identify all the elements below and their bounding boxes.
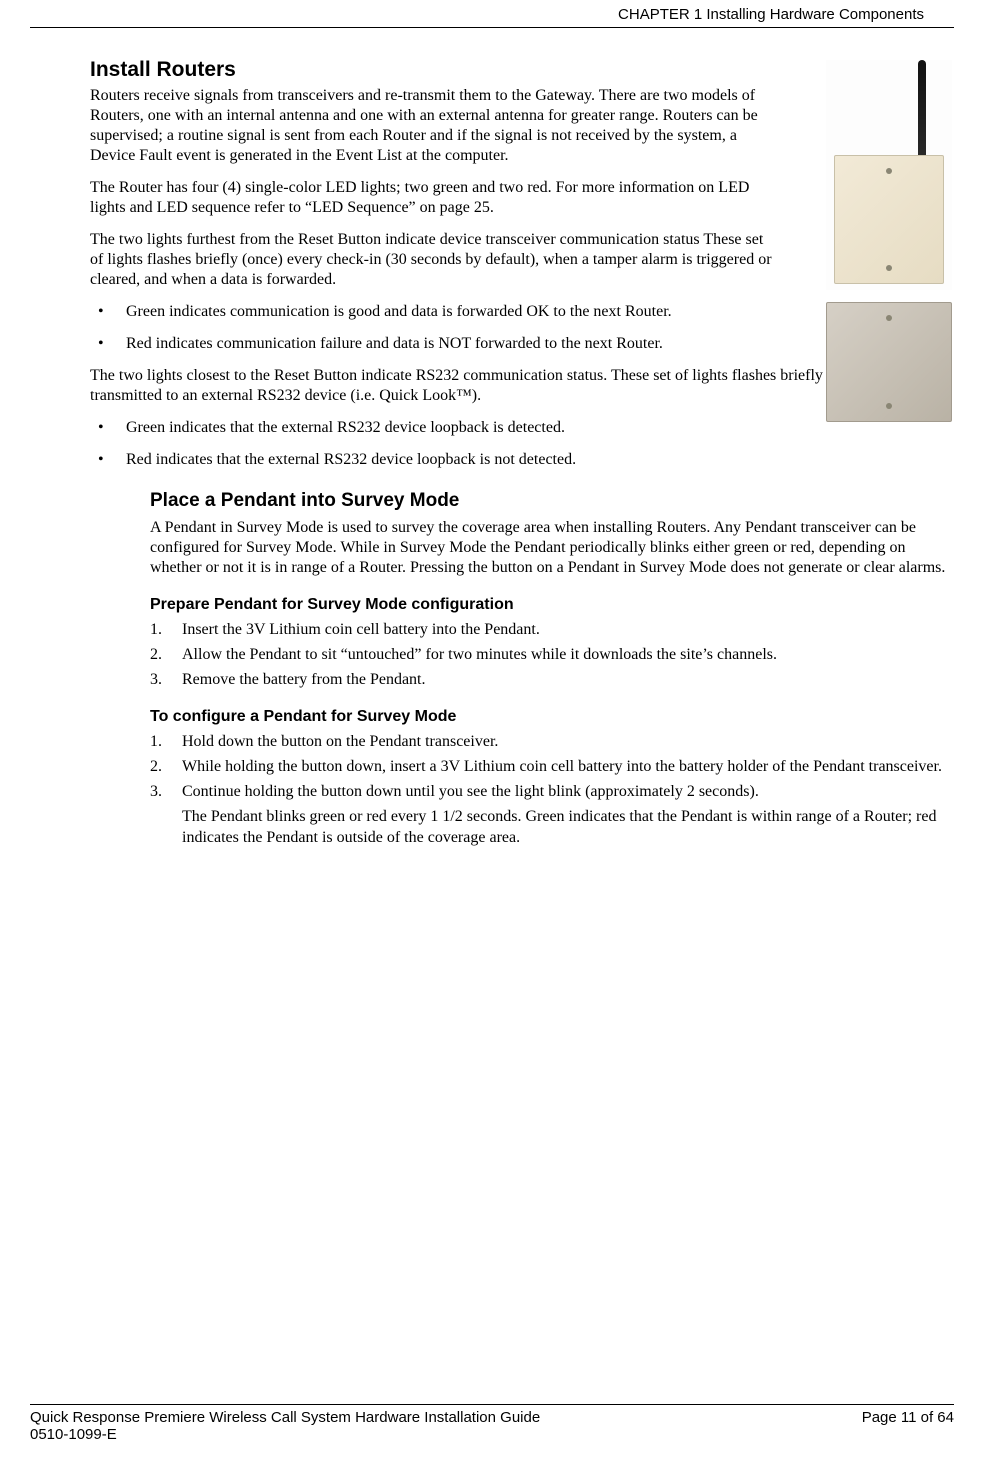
list-item: Red indicates that the external RS232 de… bbox=[90, 450, 954, 470]
procedure-title: Prepare Pendant for Survey Mode configur… bbox=[150, 596, 954, 614]
paragraph: The two lights furthest from the Reset B… bbox=[90, 230, 954, 290]
list-item: Green indicates communication is good an… bbox=[90, 302, 774, 322]
footer-guide-title: Quick Response Premiere Wireless Call Sy… bbox=[30, 1409, 540, 1426]
numbered-list: 1.Insert the 3V Lithium coin cell batter… bbox=[150, 620, 954, 690]
chapter-label: CHAPTER 1 Installing Hardware Components bbox=[618, 6, 924, 23]
router-images bbox=[826, 60, 952, 422]
list-item: 3.Remove the battery from the Pendant. bbox=[150, 670, 954, 691]
router-internal-antenna-image bbox=[826, 302, 952, 422]
list-item: 1.Hold down the button on the Pendant tr… bbox=[150, 732, 954, 753]
paragraph: Routers receive signals from transceiver… bbox=[90, 86, 954, 166]
list-item: 2.While holding the button down, insert … bbox=[150, 757, 954, 778]
list-item: 1.Insert the 3V Lithium coin cell batter… bbox=[150, 620, 954, 641]
paragraph: The two lights closest to the Reset Butt… bbox=[90, 366, 954, 406]
numbered-list: 1.Hold down the button on the Pendant tr… bbox=[150, 732, 954, 848]
list-item: Red indicates communication failure and … bbox=[90, 334, 774, 354]
bullet-list: Green indicates communication is good an… bbox=[90, 302, 954, 354]
bullet-list: Green indicates that the external RS232 … bbox=[90, 418, 954, 470]
page-content: Install Routers Routers receive signals … bbox=[0, 28, 984, 848]
list-item: 3.Continue holding the button down until… bbox=[150, 782, 954, 848]
procedure-title: To configure a Pendant for Survey Mode bbox=[150, 708, 954, 726]
router-external-antenna-image bbox=[826, 60, 952, 290]
subsection: Place a Pendant into Survey Mode A Penda… bbox=[90, 490, 954, 848]
subsection-title: Place a Pendant into Survey Mode bbox=[150, 490, 954, 512]
paragraph: The Router has four (4) single-color LED… bbox=[90, 178, 954, 218]
footer-page-number: Page 11 of 64 bbox=[862, 1409, 954, 1426]
section-title: Install Routers bbox=[90, 58, 954, 82]
wall-plate-icon bbox=[834, 155, 944, 284]
page-footer: Quick Response Premiere Wireless Call Sy… bbox=[30, 1404, 954, 1443]
list-item: 2.Allow the Pendant to sit “untouched” f… bbox=[150, 645, 954, 666]
paragraph: A Pendant in Survey Mode is used to surv… bbox=[150, 518, 954, 578]
page-header: CHAPTER 1 Installing Hardware Components bbox=[30, 0, 954, 28]
footer-doc-number: 0510-1099-E bbox=[30, 1426, 954, 1443]
list-item: Green indicates that the external RS232 … bbox=[90, 418, 954, 438]
